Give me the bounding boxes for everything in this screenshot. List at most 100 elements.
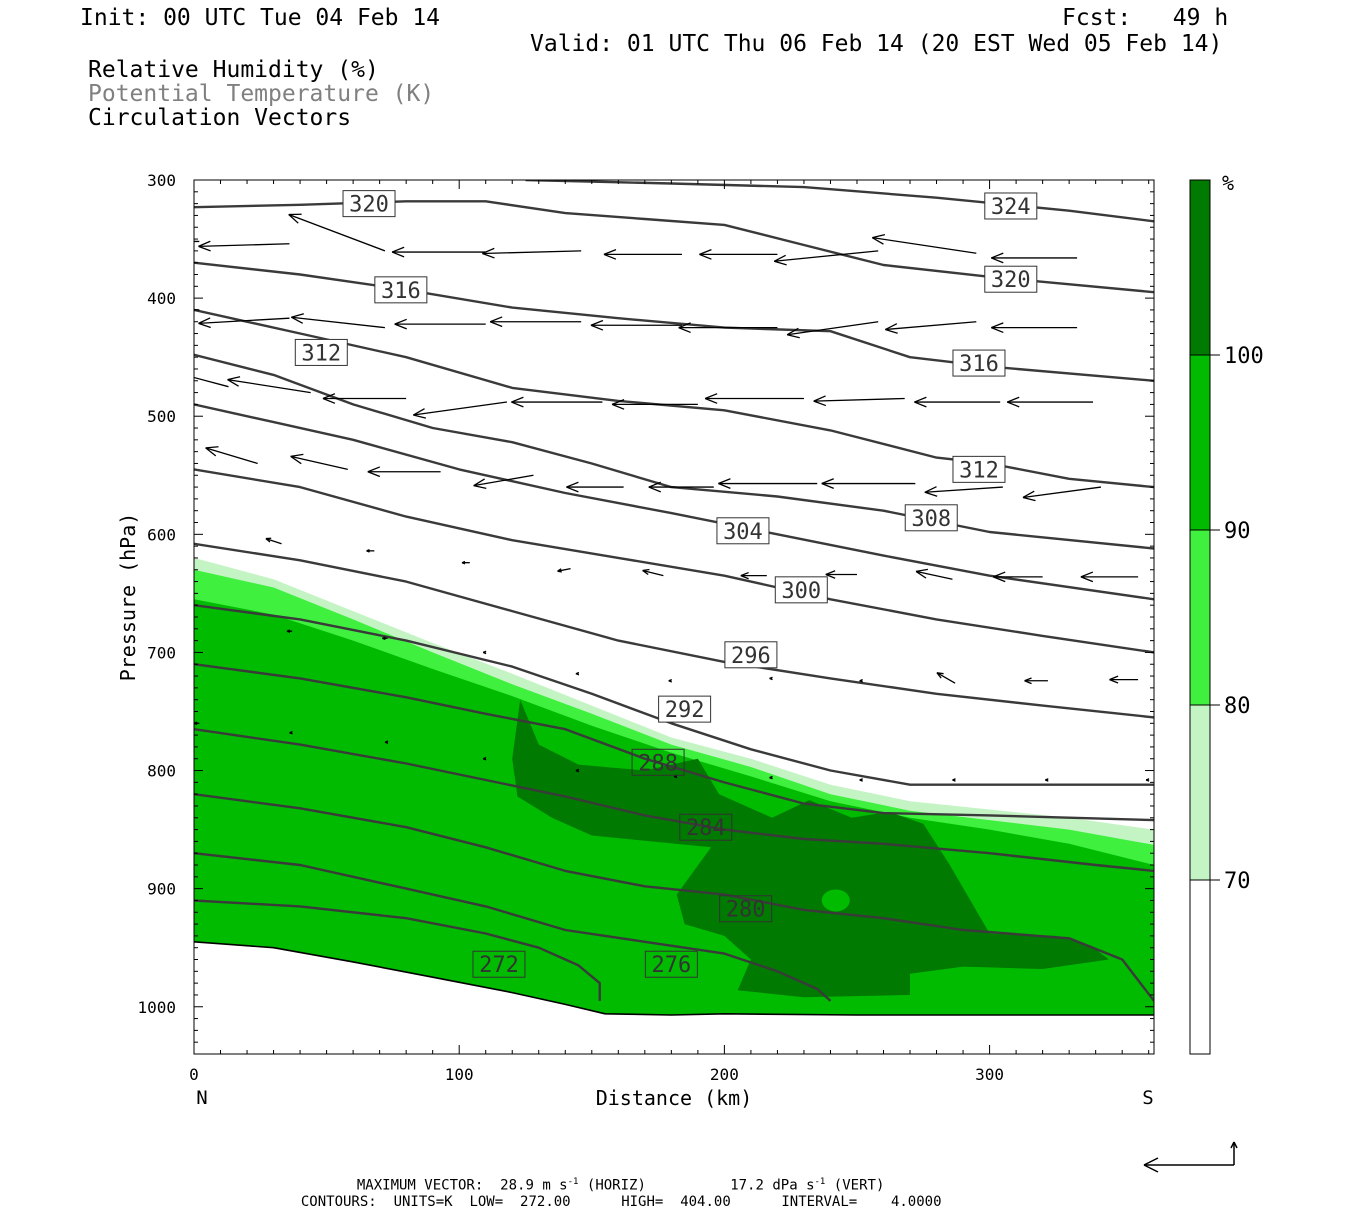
svg-text:316: 316 (959, 352, 999, 377)
theta-contour-304 (194, 404, 1154, 599)
circulation-vector (705, 394, 804, 404)
theta-label-324: 324 (985, 193, 1037, 220)
x-tick-label: 300 (975, 1065, 1004, 1084)
circulation-vector (150, 364, 228, 386)
svg-text:308: 308 (911, 507, 951, 532)
svg-text:320: 320 (991, 268, 1031, 293)
circulation-vector (289, 214, 385, 251)
colorbar-below-70 (1190, 880, 1210, 1054)
circulation-vector (367, 550, 375, 552)
x-tick-label: 100 (445, 1065, 474, 1084)
y-axis-label: Pressure (hPa) (116, 513, 140, 682)
theta-label-272: 272 (473, 951, 525, 978)
svg-text:288: 288 (638, 751, 678, 776)
circulation-vector (206, 447, 258, 464)
circulation-vector (1081, 572, 1138, 582)
colorbar-label: 80 (1224, 694, 1251, 719)
theta-label-316: 316 (375, 277, 427, 304)
colorbar-label: 90 (1224, 519, 1251, 544)
circulation-vector (483, 651, 486, 653)
theta-label-280: 280 (720, 896, 772, 923)
colorbar-70-80 (1190, 705, 1210, 880)
circulation-vector (822, 479, 916, 489)
circulation-vector (291, 454, 348, 469)
circulation-vector (860, 680, 863, 682)
circulation-vector (774, 251, 878, 265)
theta-contour-324 (526, 180, 1155, 221)
svg-text:316: 316 (381, 279, 421, 304)
circulation-vector (872, 235, 976, 254)
circulation-vector (392, 247, 486, 257)
circulation-vector (937, 673, 955, 683)
y-tick-label: 300 (147, 171, 176, 190)
circulation-vector (385, 741, 388, 743)
circulation-vector (490, 317, 581, 327)
circulation-vector (1109, 676, 1138, 683)
x-axis-label: Distance (km) (596, 1086, 753, 1110)
circulation-vector (483, 758, 486, 760)
circulation-vector (991, 323, 1077, 333)
theta-label-320: 320 (343, 191, 395, 218)
circulation-vector (914, 397, 1000, 407)
svg-text:296: 296 (731, 644, 771, 669)
rh-fill-90-100-island (822, 889, 850, 911)
circulation-vector (1045, 779, 1048, 781)
circulation-vector (826, 571, 857, 578)
y-tick-label: 400 (147, 289, 176, 308)
circulation-vector (474, 475, 534, 488)
circulation-vector (368, 467, 441, 477)
circulation-vector (462, 561, 470, 563)
circulation-vector (699, 250, 777, 260)
colorbar-label: 100 (1224, 344, 1264, 369)
theta-label-292: 292 (659, 696, 711, 723)
svg-text:276: 276 (651, 953, 691, 978)
svg-text:304: 304 (723, 520, 763, 545)
theta-contour-308 (194, 355, 1154, 549)
circulation-vector (860, 779, 863, 781)
y-tick-label: 800 (147, 762, 176, 781)
colorbar-90-100 (1190, 355, 1210, 530)
circulation-vector (953, 779, 956, 781)
theta-label-320: 320 (985, 266, 1037, 293)
circulation-vector (290, 732, 293, 734)
theta-label-276: 276 (645, 951, 697, 978)
circulation-vector (1007, 397, 1093, 407)
theta-label-296: 296 (725, 642, 777, 669)
circulation-vector (198, 241, 289, 251)
circulation-vector (991, 253, 1077, 263)
circulation-vector (1146, 779, 1149, 781)
theta-label-312: 312 (953, 456, 1005, 483)
svg-text:312: 312 (959, 458, 999, 483)
circulation-vector (770, 677, 773, 679)
circulation-vector (669, 680, 672, 682)
x-end-label-south: S (1142, 1087, 1153, 1109)
y-tick-label: 900 (147, 880, 176, 899)
svg-text:272: 272 (479, 953, 519, 978)
svg-text:284: 284 (686, 816, 726, 841)
circulation-vector (741, 573, 767, 579)
footer-contours: CONTOURS: UNITS=K LOW= 272.00 HIGH= 404.… (284, 1178, 942, 1210)
svg-text:300: 300 (781, 579, 821, 604)
circulation-vector (770, 776, 773, 778)
circulation-vector (558, 569, 571, 572)
circulation-vector (323, 394, 406, 404)
x-end-label-north: N (196, 1087, 207, 1109)
reference-vector (1144, 1142, 1237, 1172)
circulation-vector (482, 248, 581, 258)
svg-text:312: 312 (301, 341, 341, 366)
colorbar-100 (1190, 180, 1210, 355)
circulation-vector (566, 482, 623, 492)
circulation-vector (814, 396, 905, 406)
circulation-vector (576, 672, 579, 674)
y-tick-label: 1000 (137, 998, 176, 1017)
y-tick-label: 600 (147, 525, 176, 544)
circulation-vector (1023, 487, 1101, 501)
circulation-vector (718, 479, 817, 489)
circulation-vector (916, 569, 952, 579)
circulation-vector (266, 538, 282, 544)
theta-label-312: 312 (295, 339, 347, 366)
x-tick-label: 200 (710, 1065, 739, 1084)
circulation-vector (885, 322, 976, 334)
circulation-vector (1025, 678, 1048, 684)
